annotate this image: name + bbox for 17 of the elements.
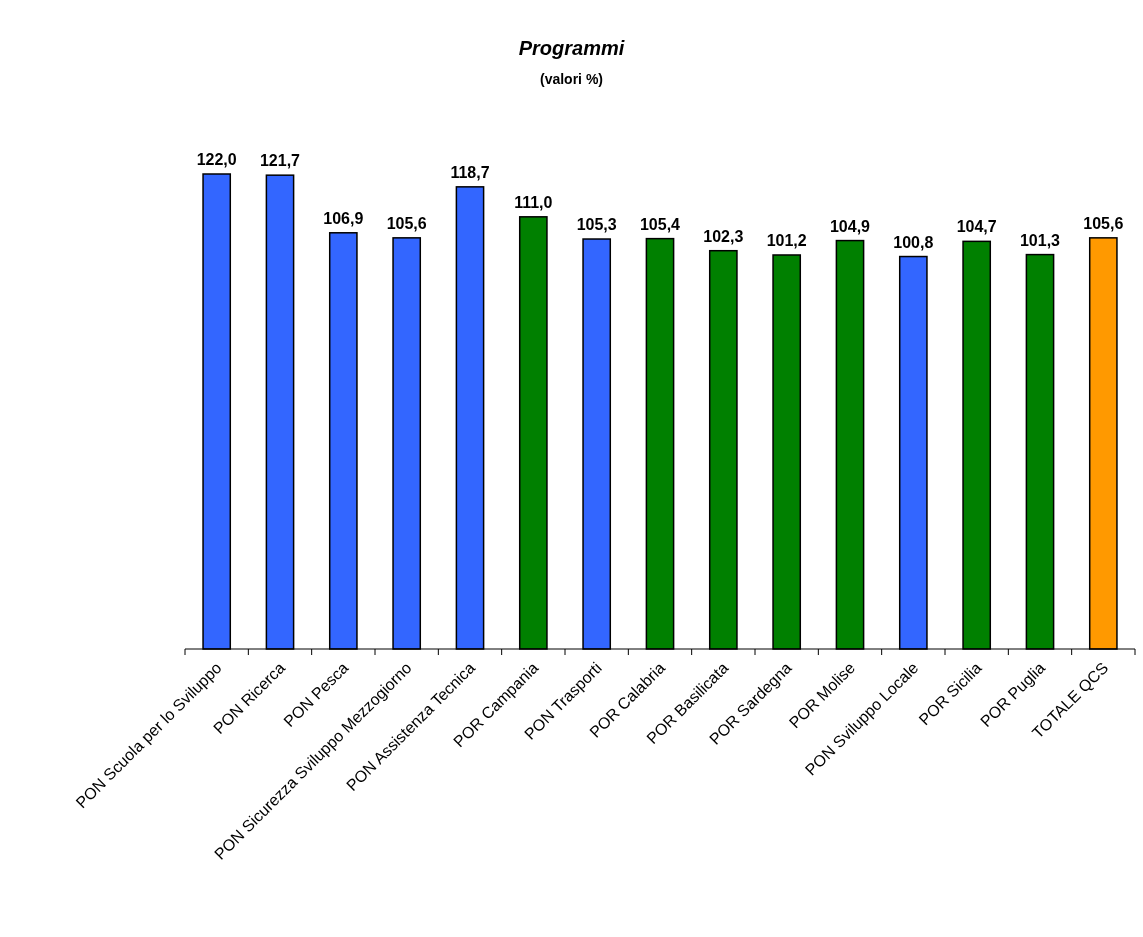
chart-subtitle: (valori %) — [539, 71, 604, 87]
data-label: 102,3 — [703, 227, 744, 245]
data-label: 105,4 — [639, 215, 681, 233]
data-label: 100,8 — [893, 233, 934, 251]
data-label: 118,7 — [450, 163, 490, 181]
data-label: 106,9 — [323, 209, 364, 227]
chart-title: Programmi — [518, 37, 625, 59]
data-label: 105,6 — [386, 214, 427, 232]
data-label: 111,0 — [514, 193, 553, 211]
data-label: 101,3 — [1019, 231, 1061, 249]
data-label: 104,7 — [956, 218, 997, 236]
data-label: 121,7 — [259, 152, 301, 170]
data-label: 122,0 — [196, 151, 237, 168]
data-label: 104,9 — [829, 217, 871, 235]
data-label: 105,3 — [576, 216, 617, 234]
data-label: 101,2 — [766, 231, 807, 249]
data-label: 105,6 — [1083, 214, 1124, 232]
